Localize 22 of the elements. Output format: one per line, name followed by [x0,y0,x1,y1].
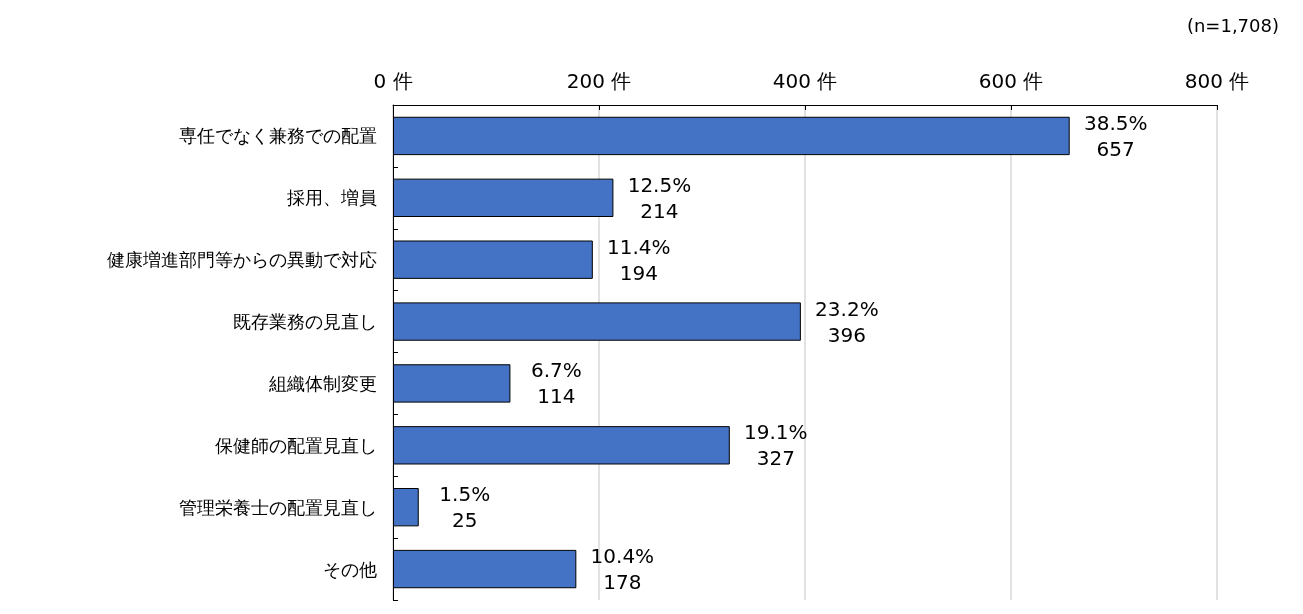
text: (n=1,708) [1186,14,1280,36]
data-label: 19.1% 327 [744,420,808,471]
y-tick-label: 健康増進部門等からの異動で対応 [107,249,377,271]
data-label: 11.4% 194 [607,234,671,285]
y-tick-label: 専任でなく兼務での配置 [179,125,377,147]
data-label: 6.7% 114 [531,358,582,409]
y-tick-label: 組織体制変更 [268,372,377,394]
y-tick-label: 保健師の配置見直し [215,434,377,456]
x-tick-label: 0 件 [373,69,413,93]
x-tick-label: 800 件 [1184,69,1250,93]
y-tick-label: 採用、増員 [287,187,377,209]
data-label: 12.5% 214 [627,172,692,223]
y-tick-label: 既存業務の見直し [233,311,377,333]
data-label: 23.2% 396 [815,296,879,347]
x-tick-label: 600 件 [978,69,1044,93]
x-tick-label: 400 件 [772,69,838,93]
x-tick-label: 200 件 [566,69,632,93]
data-label: 1.5% 25 [439,482,491,533]
data-label: 38.5% 657 [1083,110,1148,161]
y-tick-label: その他 [323,558,377,580]
data-label: 10.4% 178 [590,544,655,595]
y-tick-label: 管理栄養士の配置見直し [179,496,377,518]
